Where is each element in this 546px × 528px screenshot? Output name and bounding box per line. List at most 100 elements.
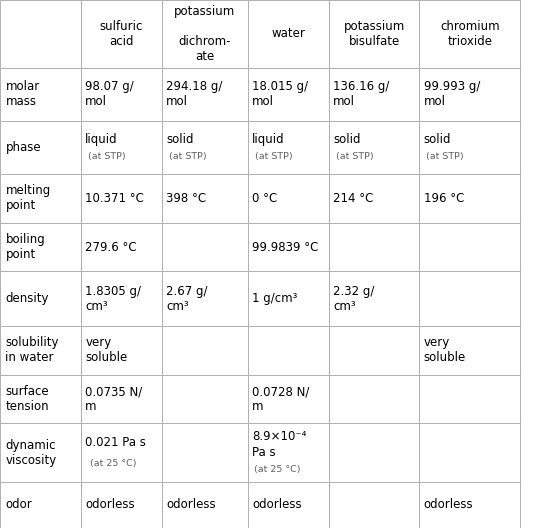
Bar <box>162 482 248 528</box>
Text: odorless: odorless <box>252 498 302 512</box>
Text: 196 °C: 196 °C <box>424 192 464 205</box>
Bar <box>329 423 419 482</box>
Bar <box>248 482 329 528</box>
Text: 0.0728 N/
m: 0.0728 N/ m <box>252 385 310 413</box>
Text: liquid: liquid <box>85 134 118 146</box>
Bar <box>329 0 419 68</box>
Text: odor: odor <box>5 498 32 512</box>
Text: 398 °C: 398 °C <box>166 192 206 205</box>
Bar <box>162 121 248 174</box>
Text: 18.015 g/
mol: 18.015 g/ mol <box>252 80 308 108</box>
Bar <box>0 68 81 121</box>
Bar <box>162 423 248 482</box>
Bar <box>162 223 248 271</box>
Bar <box>329 375 419 423</box>
Bar <box>248 326 329 375</box>
Text: 0 °C: 0 °C <box>252 192 277 205</box>
Text: 99.993 g/
mol: 99.993 g/ mol <box>424 80 480 108</box>
Bar <box>248 223 329 271</box>
Bar <box>419 271 520 326</box>
Bar <box>329 174 419 223</box>
Text: 136.16 g/
mol: 136.16 g/ mol <box>333 80 389 108</box>
Text: odorless: odorless <box>166 498 216 512</box>
Bar <box>248 174 329 223</box>
Text: (at 25 °C): (at 25 °C) <box>254 465 300 474</box>
Bar <box>81 223 162 271</box>
Bar <box>419 223 520 271</box>
Text: surface
tension: surface tension <box>5 385 49 413</box>
Bar <box>419 482 520 528</box>
Text: water: water <box>271 27 305 41</box>
Bar <box>81 375 162 423</box>
Bar <box>329 482 419 528</box>
Text: potassium

dichrom-
ate: potassium dichrom- ate <box>174 5 235 63</box>
Bar <box>329 121 419 174</box>
Text: density: density <box>5 292 49 305</box>
Bar <box>0 375 81 423</box>
Bar <box>419 68 520 121</box>
Bar <box>81 121 162 174</box>
Bar <box>248 271 329 326</box>
Text: solid: solid <box>333 134 360 146</box>
Text: very
soluble: very soluble <box>424 336 466 364</box>
Text: 1 g/cm³: 1 g/cm³ <box>252 292 298 305</box>
Text: 10.371 °C: 10.371 °C <box>85 192 144 205</box>
Bar <box>81 271 162 326</box>
Bar <box>248 68 329 121</box>
Text: 214 °C: 214 °C <box>333 192 373 205</box>
Bar <box>0 0 81 68</box>
Bar <box>248 0 329 68</box>
Text: 294.18 g/
mol: 294.18 g/ mol <box>166 80 222 108</box>
Text: 99.9839 °C: 99.9839 °C <box>252 241 319 253</box>
Text: solubility
in water: solubility in water <box>5 336 59 364</box>
Text: (at STP): (at STP) <box>169 152 206 161</box>
Text: melting
point: melting point <box>5 184 51 212</box>
Bar <box>419 121 520 174</box>
Text: (at 25 °C): (at 25 °C) <box>90 459 136 468</box>
Bar <box>419 174 520 223</box>
Text: 0.0735 N/
m: 0.0735 N/ m <box>85 385 143 413</box>
Bar <box>0 121 81 174</box>
Text: 0.021 Pa s: 0.021 Pa s <box>85 436 146 449</box>
Bar <box>81 423 162 482</box>
Bar <box>329 326 419 375</box>
Bar <box>419 375 520 423</box>
Bar <box>162 68 248 121</box>
Text: 8.9×10⁻⁴: 8.9×10⁻⁴ <box>252 430 307 443</box>
Bar <box>329 271 419 326</box>
Bar <box>162 174 248 223</box>
Text: boiling
point: boiling point <box>5 233 45 261</box>
Bar <box>81 0 162 68</box>
Text: 279.6 °C: 279.6 °C <box>85 241 137 253</box>
Text: solid: solid <box>424 134 451 146</box>
Text: (at STP): (at STP) <box>336 152 373 161</box>
Text: phase: phase <box>5 141 41 154</box>
Bar <box>81 68 162 121</box>
Text: chromium
trioxide: chromium trioxide <box>440 20 500 48</box>
Text: molar
mass: molar mass <box>5 80 40 108</box>
Bar <box>0 223 81 271</box>
Bar <box>419 0 520 68</box>
Bar <box>329 223 419 271</box>
Text: (at STP): (at STP) <box>88 152 126 161</box>
Bar <box>162 375 248 423</box>
Bar <box>0 423 81 482</box>
Text: solid: solid <box>166 134 193 146</box>
Text: dynamic
viscosity: dynamic viscosity <box>5 439 57 467</box>
Text: 2.67 g/
cm³: 2.67 g/ cm³ <box>166 285 207 313</box>
Bar <box>248 423 329 482</box>
Bar <box>0 326 81 375</box>
Text: odorless: odorless <box>85 498 135 512</box>
Bar <box>419 326 520 375</box>
Bar <box>81 326 162 375</box>
Bar <box>419 423 520 482</box>
Bar <box>248 121 329 174</box>
Bar <box>0 271 81 326</box>
Bar <box>81 482 162 528</box>
Bar <box>0 482 81 528</box>
Text: sulfuric
acid: sulfuric acid <box>99 20 143 48</box>
Text: liquid: liquid <box>252 134 285 146</box>
Text: odorless: odorless <box>424 498 473 512</box>
Text: (at STP): (at STP) <box>255 152 293 161</box>
Bar <box>0 174 81 223</box>
